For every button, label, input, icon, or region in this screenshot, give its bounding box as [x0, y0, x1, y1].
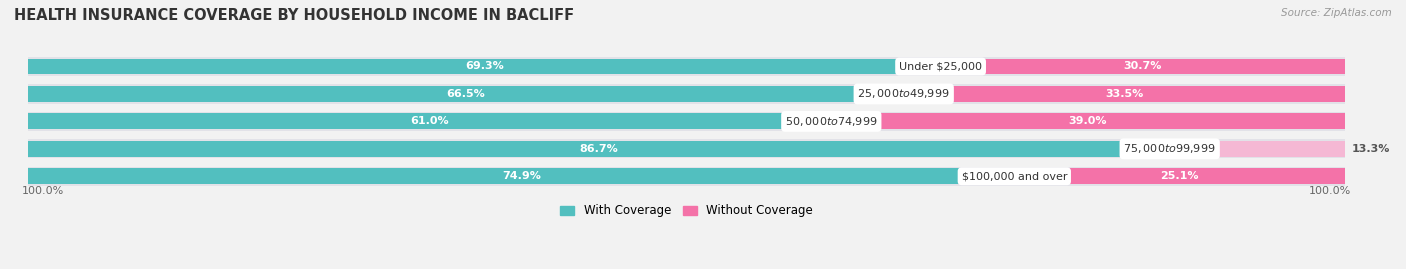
Text: 61.0%: 61.0%: [411, 116, 449, 126]
Text: $50,000 to $74,999: $50,000 to $74,999: [785, 115, 877, 128]
Bar: [28, 141, 1170, 157]
Text: $25,000 to $49,999: $25,000 to $49,999: [858, 87, 950, 100]
Text: 39.0%: 39.0%: [1069, 116, 1108, 126]
Text: 30.7%: 30.7%: [1123, 62, 1161, 72]
Text: HEALTH INSURANCE COVERAGE BY HOUSEHOLD INCOME IN BACLIFF: HEALTH INSURANCE COVERAGE BY HOUSEHOLD I…: [14, 8, 574, 23]
Text: 13.3%: 13.3%: [1351, 144, 1389, 154]
Text: $75,000 to $99,999: $75,000 to $99,999: [1123, 142, 1216, 155]
Text: Under $25,000: Under $25,000: [898, 62, 983, 72]
Text: 86.7%: 86.7%: [579, 144, 619, 154]
Text: 25.1%: 25.1%: [1160, 171, 1199, 181]
Bar: [28, 59, 941, 75]
Bar: [28, 114, 831, 129]
Bar: [28, 167, 1344, 186]
Bar: [28, 84, 1344, 104]
Text: 100.0%: 100.0%: [21, 186, 63, 196]
Bar: [831, 114, 1344, 129]
Bar: [28, 112, 1344, 131]
Bar: [28, 139, 1344, 158]
Bar: [28, 57, 1344, 76]
Bar: [1014, 168, 1344, 184]
Text: 33.5%: 33.5%: [1105, 89, 1143, 99]
Bar: [1170, 141, 1344, 157]
Bar: [941, 59, 1344, 75]
Bar: [28, 86, 904, 102]
Text: 100.0%: 100.0%: [1309, 186, 1351, 196]
Legend: With Coverage, Without Coverage: With Coverage, Without Coverage: [555, 200, 818, 222]
Text: 74.9%: 74.9%: [502, 171, 541, 181]
Text: 69.3%: 69.3%: [465, 62, 503, 72]
Text: 66.5%: 66.5%: [447, 89, 485, 99]
Bar: [904, 86, 1344, 102]
Bar: [28, 168, 1014, 184]
Text: $100,000 and over: $100,000 and over: [962, 171, 1067, 181]
Text: Source: ZipAtlas.com: Source: ZipAtlas.com: [1281, 8, 1392, 18]
